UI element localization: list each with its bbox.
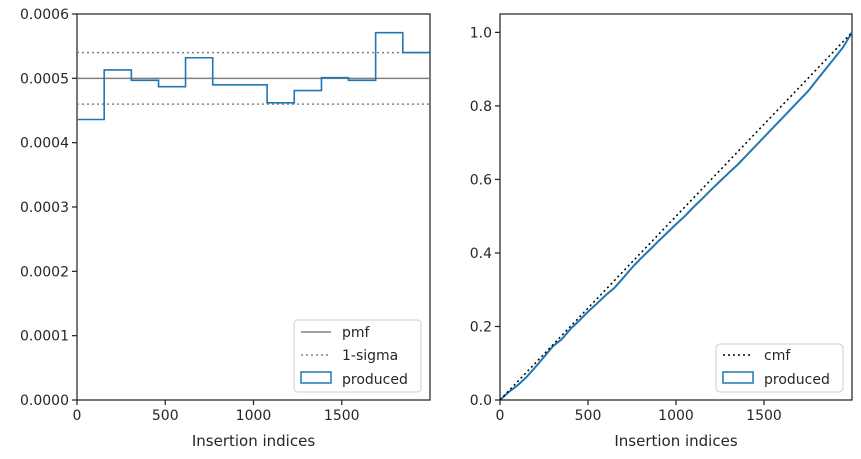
y-axis-ticks: 0.0 0.2 0.4 0.6 0.8 1.0 — [470, 25, 500, 409]
legend-produced-label: produced — [342, 372, 408, 388]
x-axis-ticks: 0 500 1000 1500 — [73, 400, 360, 424]
reference-lines — [77, 51, 430, 105]
y-tick-label: 0.0003 — [20, 200, 69, 216]
x-axis-label: Insertion indices — [614, 432, 737, 450]
x-tick-label: 1500 — [324, 408, 360, 424]
y-tick-label: 0.2 — [470, 319, 492, 335]
x-tick-label: 1000 — [236, 408, 272, 424]
y-tick-label: 0.0006 — [20, 7, 69, 23]
legend-box — [293, 319, 422, 393]
legend-box — [715, 343, 844, 393]
legend-pmf-label: pmf — [342, 325, 371, 341]
legend-produced-label: produced — [764, 372, 830, 388]
y-tick-label: 0.6 — [470, 172, 492, 188]
pmf-histogram-chart: 0 500 1000 1500 0.00000.00010.00020.00030.0… — [20, 7, 431, 450]
y-tick-label: 0.8 — [470, 99, 492, 115]
right-plot-frame — [499, 13, 853, 401]
legend: pmf 1-sigma produced — [293, 319, 422, 393]
y-tick-label: 0.0 — [470, 393, 492, 409]
produced-step-line — [77, 31, 430, 121]
x-tick-label: 1500 — [746, 408, 782, 424]
y-tick-label: 1.0 — [470, 25, 492, 41]
legend: cmf produced — [715, 343, 844, 393]
x-axis-label: Insertion indices — [192, 432, 315, 450]
x-axis-ticks: 0 500 1000 1500 — [496, 400, 782, 424]
y-axis-ticks: 0.0000 0.0001 0.0002 0.0003 0.0004 0.0005 0.00… — [20, 7, 77, 409]
legend-cmf-label: cmf — [764, 348, 791, 364]
legend-produced-swatch — [300, 371, 332, 384]
legend-produced-swatch — [722, 371, 754, 384]
produced-series — [77, 31, 430, 121]
y-tick-label: 0.0002 — [20, 264, 69, 280]
cmf-series — [499, 31, 853, 401]
y-tick-label: 0.4 — [470, 246, 492, 262]
legend-1-sigma-label: 1-sigma — [342, 348, 398, 364]
x-tick-label: 0 — [496, 408, 505, 424]
y-tick-label: 0.0001 — [20, 329, 69, 345]
produced-line — [499, 31, 853, 401]
x-tick-label: 0 — [73, 408, 82, 424]
y-tick-label: 0.0000 — [20, 393, 69, 409]
x-tick-label: 500 — [152, 408, 179, 424]
cmf-chart: 0 500 1000 1500 0.0 0.2 0.4 0.6 0.8 1.0 Insertio… — [470, 13, 853, 450]
x-tick-label: 500 — [575, 408, 602, 424]
y-tick-label: 0.0004 — [20, 136, 69, 152]
x-tick-label: 1000 — [658, 408, 694, 424]
y-tick-label: 0.0005 — [20, 71, 69, 87]
